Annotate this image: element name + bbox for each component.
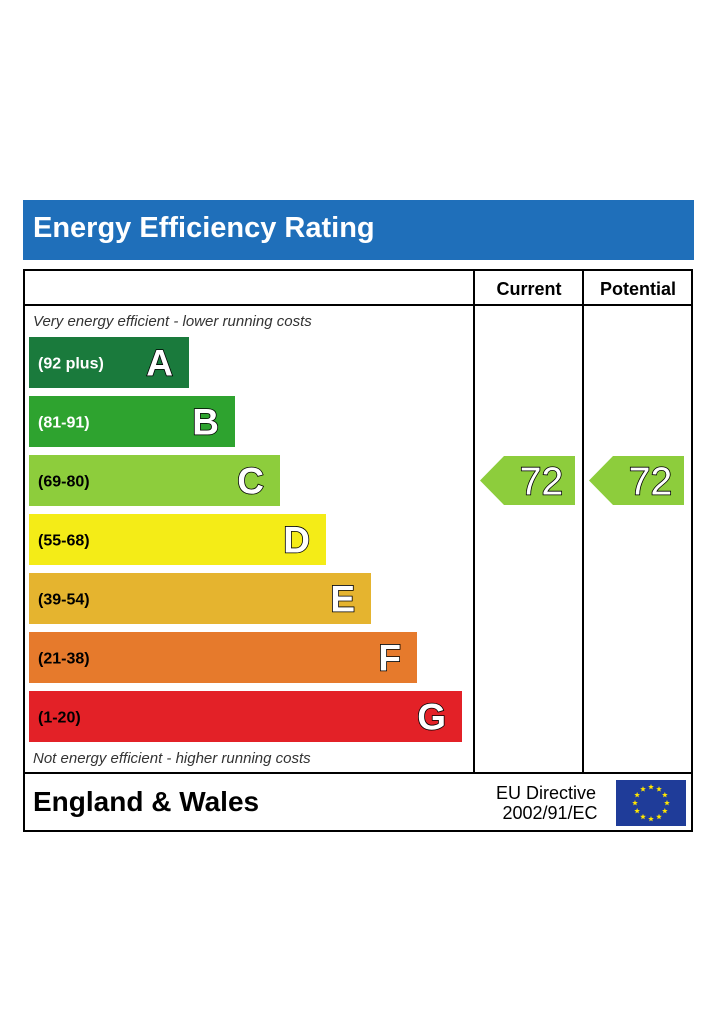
eu-star (640, 786, 646, 792)
band-range-a: (92 plus) (38, 356, 104, 373)
band-letter-a: A (146, 343, 173, 384)
band-f: (21-38) F (29, 632, 417, 683)
eu-flag-icon (616, 780, 686, 826)
band-range-d: (55-68) (38, 533, 90, 550)
eu-star (640, 813, 646, 820)
band-bar-a (29, 337, 189, 388)
eu-star (662, 808, 668, 814)
current-arrow-shape (480, 456, 575, 505)
top-caption: Very energy efficient - lower running co… (33, 313, 312, 330)
potential-rating-value: 72 (629, 461, 672, 504)
band-c: (69-80) C (29, 455, 280, 506)
band-bar-e (29, 573, 371, 624)
chart-frame (23, 269, 693, 832)
eu-star (656, 813, 662, 820)
band-a: (92 plus) A (29, 337, 189, 388)
directive-line-2: 2002/91/EC (502, 803, 597, 823)
band-bar-d (29, 514, 326, 565)
potential-rating-arrow: 72 (589, 456, 684, 505)
band-g: (1-20) G (29, 691, 462, 742)
current-rating-arrow: 72 (480, 456, 575, 505)
band-letter-g: G (417, 697, 446, 738)
band-range-b: (81-91) (38, 415, 90, 432)
eu-star (632, 800, 638, 806)
potential-arrow-shape (589, 456, 684, 505)
directive-line-1: EU Directive (496, 783, 596, 803)
band-bar-f (29, 632, 417, 683)
band-letter-c: C (237, 461, 264, 502)
header-bar: Energy Efficiency Rating (23, 200, 694, 260)
rating-bands: (92 plus) A (81-91) B (69-80) C (55-68) D (39-54… (29, 337, 462, 742)
band-b: (81-91) B (29, 396, 235, 447)
rating-arrows: 72 72 (480, 456, 684, 505)
eu-star (648, 784, 654, 790)
band-range-f: (21-38) (38, 651, 90, 668)
eu-star (634, 792, 640, 798)
band-letter-d: D (283, 520, 310, 561)
page-title: Energy Efficiency Rating (33, 212, 375, 244)
band-bar-b (29, 396, 235, 447)
eu-star (656, 786, 662, 792)
band-bar-g (29, 691, 462, 742)
band-letter-b: B (192, 402, 219, 443)
eu-star (664, 800, 670, 806)
band-letter-e: E (330, 579, 355, 620)
band-bar-c (29, 455, 280, 506)
potential-column-header: Potential (600, 279, 676, 299)
current-rating-value: 72 (520, 461, 563, 504)
band-range-e: (39-54) (38, 592, 90, 609)
eu-star (662, 792, 668, 798)
band-e: (39-54) E (29, 573, 371, 624)
region-label: England & Wales (33, 786, 259, 817)
band-letter-f: F (378, 638, 401, 679)
eu-star (648, 816, 654, 822)
band-range-g: (1-20) (38, 710, 81, 727)
band-d: (55-68) D (29, 514, 326, 565)
eu-star (634, 808, 640, 814)
band-range-c: (69-80) (38, 474, 90, 491)
bottom-caption: Not energy efficient - higher running co… (33, 750, 311, 767)
current-column-header: Current (496, 279, 561, 299)
